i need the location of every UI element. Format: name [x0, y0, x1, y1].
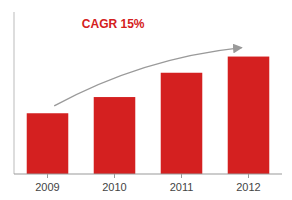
x-tick [181, 174, 182, 178]
x-axis-line [14, 174, 282, 175]
chart-container: 2009 2010 2011 2012 CAGR 15% [0, 0, 292, 200]
bar [161, 73, 203, 174]
bars [27, 57, 270, 174]
x-tick-label: 2012 [236, 181, 260, 193]
x-tick [47, 174, 48, 178]
y-axis-line [14, 12, 15, 174]
bar [228, 57, 270, 174]
x-tick [114, 174, 115, 178]
x-tick-label: 2010 [102, 181, 126, 193]
trend-arrow [54, 48, 242, 106]
annotation: CAGR 15% [82, 17, 145, 31]
chart: 2009 2010 2011 2012 CAGR 15% [0, 0, 292, 200]
bar [94, 97, 136, 174]
x-tick [248, 174, 249, 178]
x-tick-label: 2009 [35, 181, 59, 193]
x-tick-label: 2011 [170, 181, 194, 193]
bar [27, 113, 69, 174]
